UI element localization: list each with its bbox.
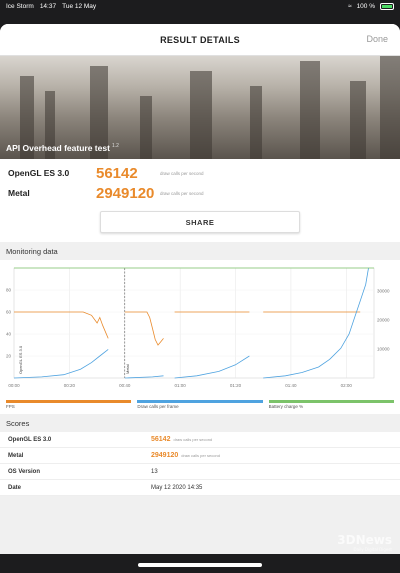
result-label: OpenGL ES 3.0	[8, 168, 70, 178]
score-row: Metal 2949120 draw calls per second	[0, 448, 400, 464]
y-right-tick-label: 30000	[377, 289, 390, 294]
score-value: 13	[151, 468, 158, 475]
series-line-fps	[124, 311, 164, 346]
score-value: May 12 2020 14:35	[151, 484, 203, 491]
legend-battery: Battery charge %	[268, 400, 394, 414]
result-details-sheet: RESULT DETAILS Done API Overhead feature…	[0, 24, 400, 554]
battery-percent: 100 %	[356, 3, 375, 10]
y-left-tick-label: 60	[6, 310, 12, 315]
result-value: 56142	[96, 164, 138, 182]
watermark-logo: 3DNews Daily Digital Digest	[337, 533, 392, 555]
battery-icon	[380, 3, 394, 10]
chart-legend: FPS Draw calls per frame Battery charge …	[0, 400, 400, 414]
wifi-icon: ≈	[347, 3, 352, 10]
result-value: 2949120	[96, 184, 155, 202]
score-key: Metal	[8, 452, 24, 459]
result-row-metal: Metal 2949120 draw calls per second	[8, 183, 392, 203]
x-tick-label: 01:40	[285, 383, 297, 388]
carrier-label: Ice Storm	[6, 3, 34, 10]
series-line-draw-calls-per-frame	[174, 355, 250, 379]
y-right-tick-label: 20000	[377, 318, 390, 323]
score-value: 56142	[151, 436, 171, 443]
status-date: Tue 12 May	[62, 3, 97, 10]
legend-draw-calls: Draw calls per frame	[137, 400, 263, 414]
plot-frame	[13, 267, 375, 379]
scores-title: Scores	[6, 418, 30, 428]
watermark-tagline: Daily Digital Digest	[353, 547, 392, 552]
scores-table: OpenGL ES 3.0 56142 draw calls per secon…	[0, 432, 400, 496]
score-unit: draw calls per second	[181, 453, 220, 458]
status-bar: Ice Storm 14:37 Tue 12 May ≈ 100 %	[0, 0, 400, 13]
result-unit: draw calls per second	[160, 190, 204, 196]
monitoring-title: Monitoring data	[0, 242, 400, 260]
watermark-brand: 3DNews	[337, 533, 392, 547]
test-name-text: API Overhead feature test	[6, 143, 110, 153]
test-version: 1.2	[111, 143, 119, 149]
monitoring-chart: 00:00 00:20 00:40 01:00 01:20 01:40 02:00 20 40 6…	[0, 260, 400, 400]
phase-label: Metal	[125, 364, 130, 374]
test-name: API Overhead feature test 1.2	[6, 143, 119, 153]
x-tick-label: 00:00	[8, 383, 20, 388]
results-panel: OpenGL ES 3.0 56142 draw calls per secon…	[0, 159, 400, 242]
page-title: RESULT DETAILS	[160, 34, 240, 45]
monitoring-chart-svg: 00:00 00:20 00:40 01:00 01:20 01:40 02:00 20 40 6…	[6, 267, 390, 388]
sheet-header: RESULT DETAILS Done	[0, 24, 400, 56]
x-tick-label: 01:20	[230, 383, 242, 388]
y-left-tick-label: 80	[6, 288, 12, 293]
status-time: 14:37	[39, 3, 57, 10]
series-line-draw-calls-per-frame	[263, 267, 369, 379]
score-key: OS Version	[8, 468, 41, 475]
home-indicator	[138, 563, 262, 567]
score-row: OpenGL ES 3.0 56142 draw calls per secon…	[0, 432, 400, 448]
y-left-tick-label: 40	[6, 332, 12, 337]
x-tick-label: 00:40	[119, 383, 131, 388]
legend-fps: FPS	[6, 400, 132, 414]
phase-label: OpenGL ES 3.0	[18, 345, 23, 374]
score-unit: draw calls per second	[173, 437, 213, 442]
y-left-tick-label: 20	[6, 354, 12, 359]
score-value: 2949120	[151, 452, 179, 459]
score-key: Date	[8, 484, 22, 491]
x-tick-label: 02:00	[341, 383, 353, 388]
test-banner-image: API Overhead feature test 1.2	[0, 56, 400, 159]
x-tick-label: 01:00	[175, 383, 187, 388]
score-row: OS Version 13	[0, 464, 400, 480]
y-right-tick-label: 10000	[377, 347, 390, 352]
score-key: OpenGL ES 3.0	[8, 436, 52, 443]
done-button[interactable]: Done	[366, 34, 388, 44]
share-button[interactable]: SHARE	[100, 211, 300, 233]
score-row: Date May 12 2020 14:35	[0, 480, 400, 496]
series-line-draw-calls-per-frame	[13, 349, 109, 379]
result-label: Metal	[8, 188, 30, 198]
series-line-draw-calls-per-frame	[124, 375, 164, 379]
result-row-opengl: OpenGL ES 3.0 56142 draw calls per secon…	[8, 163, 392, 183]
x-tick-label: 00:20	[64, 383, 76, 388]
result-unit: draw calls per second	[160, 170, 204, 176]
series-line-fps	[14, 311, 109, 339]
